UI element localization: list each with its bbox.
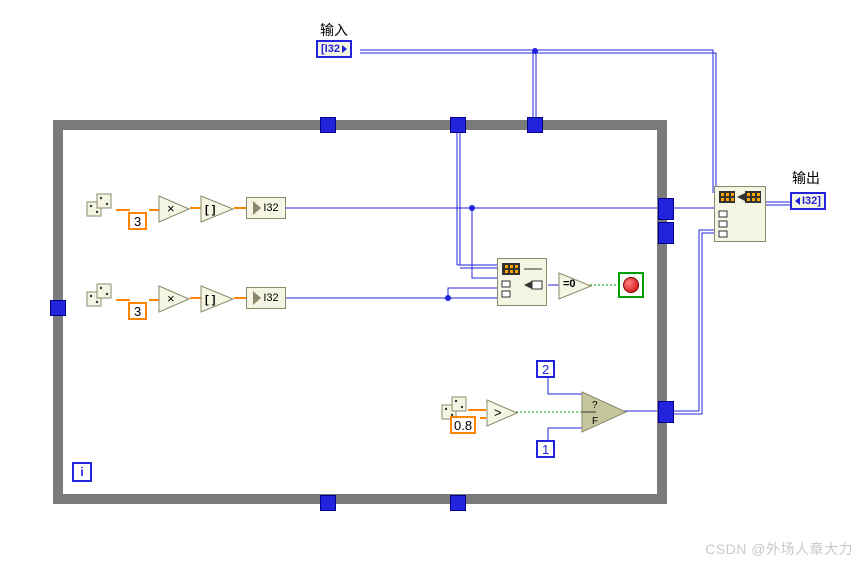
multiply-node-2: ×	[158, 285, 190, 313]
input-array-terminal: [I32	[316, 40, 352, 58]
build-array-node	[714, 186, 766, 242]
svg-text:[ ]: [ ]	[205, 204, 216, 216]
stop-terminal	[618, 272, 644, 298]
stop-circle-icon	[623, 277, 639, 293]
caret-left-icon	[795, 197, 800, 205]
input-label: 输入	[320, 20, 348, 40]
svg-text:>: >	[494, 405, 502, 420]
svg-text:×: ×	[167, 291, 175, 306]
random-dice-icon-2	[85, 282, 115, 308]
to-i32-node-1: I32	[246, 197, 286, 219]
tunnel-bottom-1	[320, 495, 336, 511]
diagram-canvas: 输入 [I32 输出 I32] i 3 × [ ]	[0, 0, 865, 567]
const-0-8: 0.8	[450, 416, 476, 434]
tunnel-top-2	[450, 117, 466, 133]
tunnel-right-3	[658, 401, 674, 423]
to-i32-node-2: I32	[246, 287, 286, 309]
const-1: 1	[536, 440, 555, 458]
round-node-1: [ ]	[200, 195, 232, 223]
select-node: ? F	[580, 390, 628, 439]
array-search-node	[497, 258, 547, 306]
i32-label-1: I32	[263, 202, 278, 214]
i32-in-text: [I32	[321, 43, 340, 55]
multiply-node-1: ×	[158, 195, 190, 223]
round-node-2: [ ]	[200, 285, 232, 313]
const-2: 2	[536, 360, 555, 378]
equal-zero-node: =0	[558, 272, 590, 300]
greater-node: >	[486, 399, 518, 427]
svg-text:[ ]: [ ]	[205, 294, 216, 306]
tunnel-right-1	[658, 198, 674, 220]
watermark: CSDN @外场人章大力	[705, 539, 853, 559]
iter-text: i	[80, 465, 83, 479]
output-label: 输出	[792, 168, 820, 188]
i32-out-text: I32]	[802, 195, 821, 207]
tunnel-top-1	[320, 117, 336, 133]
svg-text:?: ?	[592, 400, 598, 411]
output-array-terminal: I32]	[790, 192, 826, 210]
random-dice-icon-1	[85, 192, 115, 218]
tunnel-left	[50, 300, 66, 316]
caret-right-icon	[342, 45, 347, 53]
svg-text:F: F	[592, 416, 598, 427]
tunnel-right-2	[658, 222, 674, 244]
const-3-a: 3	[128, 212, 147, 230]
tunnel-bottom-2	[450, 495, 466, 511]
tunnel-top-3	[527, 117, 543, 133]
i32-label-2: I32	[263, 292, 278, 304]
const-3-b: 3	[128, 302, 147, 320]
svg-text:×: ×	[167, 201, 175, 216]
eq0-text: =0	[563, 278, 576, 290]
iteration-terminal: i	[72, 462, 92, 482]
